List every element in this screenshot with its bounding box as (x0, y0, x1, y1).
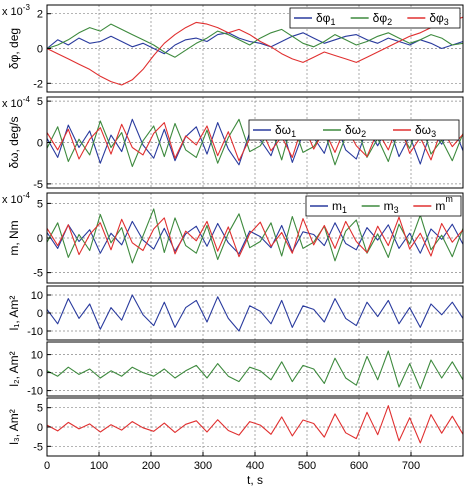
y-axis-label: l₃, Am² (7, 409, 21, 445)
x-tick-label: 300 (194, 460, 212, 472)
y-tick-label: 5 (37, 198, 43, 210)
x-tick-label: 100 (90, 460, 108, 472)
y-multiplier: x 10-4 (2, 191, 30, 206)
series-line-4-1 (46, 294, 464, 332)
y-tick-label: 0 (37, 368, 43, 380)
y-tick-label: -5 (33, 268, 43, 280)
legend-box (289, 7, 461, 29)
panel-5: 10 0 -10 l₂, Am² (7, 341, 464, 398)
y-tick-label: -10 (27, 326, 43, 338)
legend-box (305, 195, 462, 217)
y-tick-label: 0 (37, 44, 43, 56)
y-tick-label: -10 (27, 386, 43, 398)
y-tick-label: -2 (33, 78, 43, 90)
x-tick-label: 600 (350, 460, 368, 472)
panel-4: 10 0 -10 l₁, Am² (7, 285, 464, 341)
legend-label: δω3 (415, 123, 436, 139)
y-axis-label: l₁, Am² (7, 296, 21, 331)
y-axis-label: l₂, Am² (7, 351, 21, 386)
y-tick-label: 0 (37, 138, 43, 150)
y-tick-label: 0 (37, 308, 43, 320)
y-axis-label: δω, deg/s (7, 116, 21, 168)
y-tick-label: 0 (37, 422, 43, 434)
x-axis-label: t, s (247, 473, 263, 487)
y-tick-label: 2 (37, 9, 43, 21)
x-tick-label: 200 (142, 460, 160, 472)
y-tick-label: -5 (33, 179, 43, 191)
y-tick-label: -5 (33, 441, 43, 453)
x-tick-label: 500 (298, 460, 316, 472)
series-line-1-3 (46, 16, 464, 86)
series-line-6-1 (46, 405, 464, 444)
x-tick-label: 400 (246, 460, 264, 472)
legend: m1 m3 mm (305, 194, 462, 217)
series-line-5-1 (46, 350, 464, 390)
series-line-3-1 (46, 220, 464, 255)
x-tick-label: 0 (44, 460, 50, 472)
legend-box (248, 119, 460, 141)
series-line-1-1 (46, 32, 464, 55)
y-axis-label: δφ, deg (7, 28, 21, 69)
legend: δω1 δω2 δω3 (248, 119, 460, 141)
y-tick-label: 5 (37, 403, 43, 415)
axes-frame (46, 341, 464, 397)
y-multiplier: x 10-4 (2, 95, 30, 110)
legend-label: δω1 (275, 123, 296, 139)
y-tick-label: 10 (31, 290, 43, 302)
series-line-3-3 (46, 216, 464, 258)
x-tick-label: 700 (402, 460, 420, 472)
panel-3: 5 0 -5 x 10-4 m, Nm m1 m3 mm (2, 191, 464, 284)
panel-1: 2 0 -2 x 10-3 δφ, deg δφ1 δφ2 δφ3 (2, 3, 464, 93)
legend: δφ1 δφ2 δφ3 (289, 7, 461, 29)
panel-2: 5 0 -5 x 10-4 δω, deg/s δω1 δω2 δω3 (2, 95, 464, 191)
y-tick-label: 10 (31, 350, 43, 362)
legend-label: δω2 (345, 123, 366, 139)
y-tick-label: 0 (37, 233, 43, 245)
y-tick-label: 5 (37, 96, 43, 108)
y-axis-label: m, Nm (7, 220, 21, 255)
y-multiplier: x 10-3 (2, 3, 30, 18)
series-line-1-2 (46, 23, 464, 58)
